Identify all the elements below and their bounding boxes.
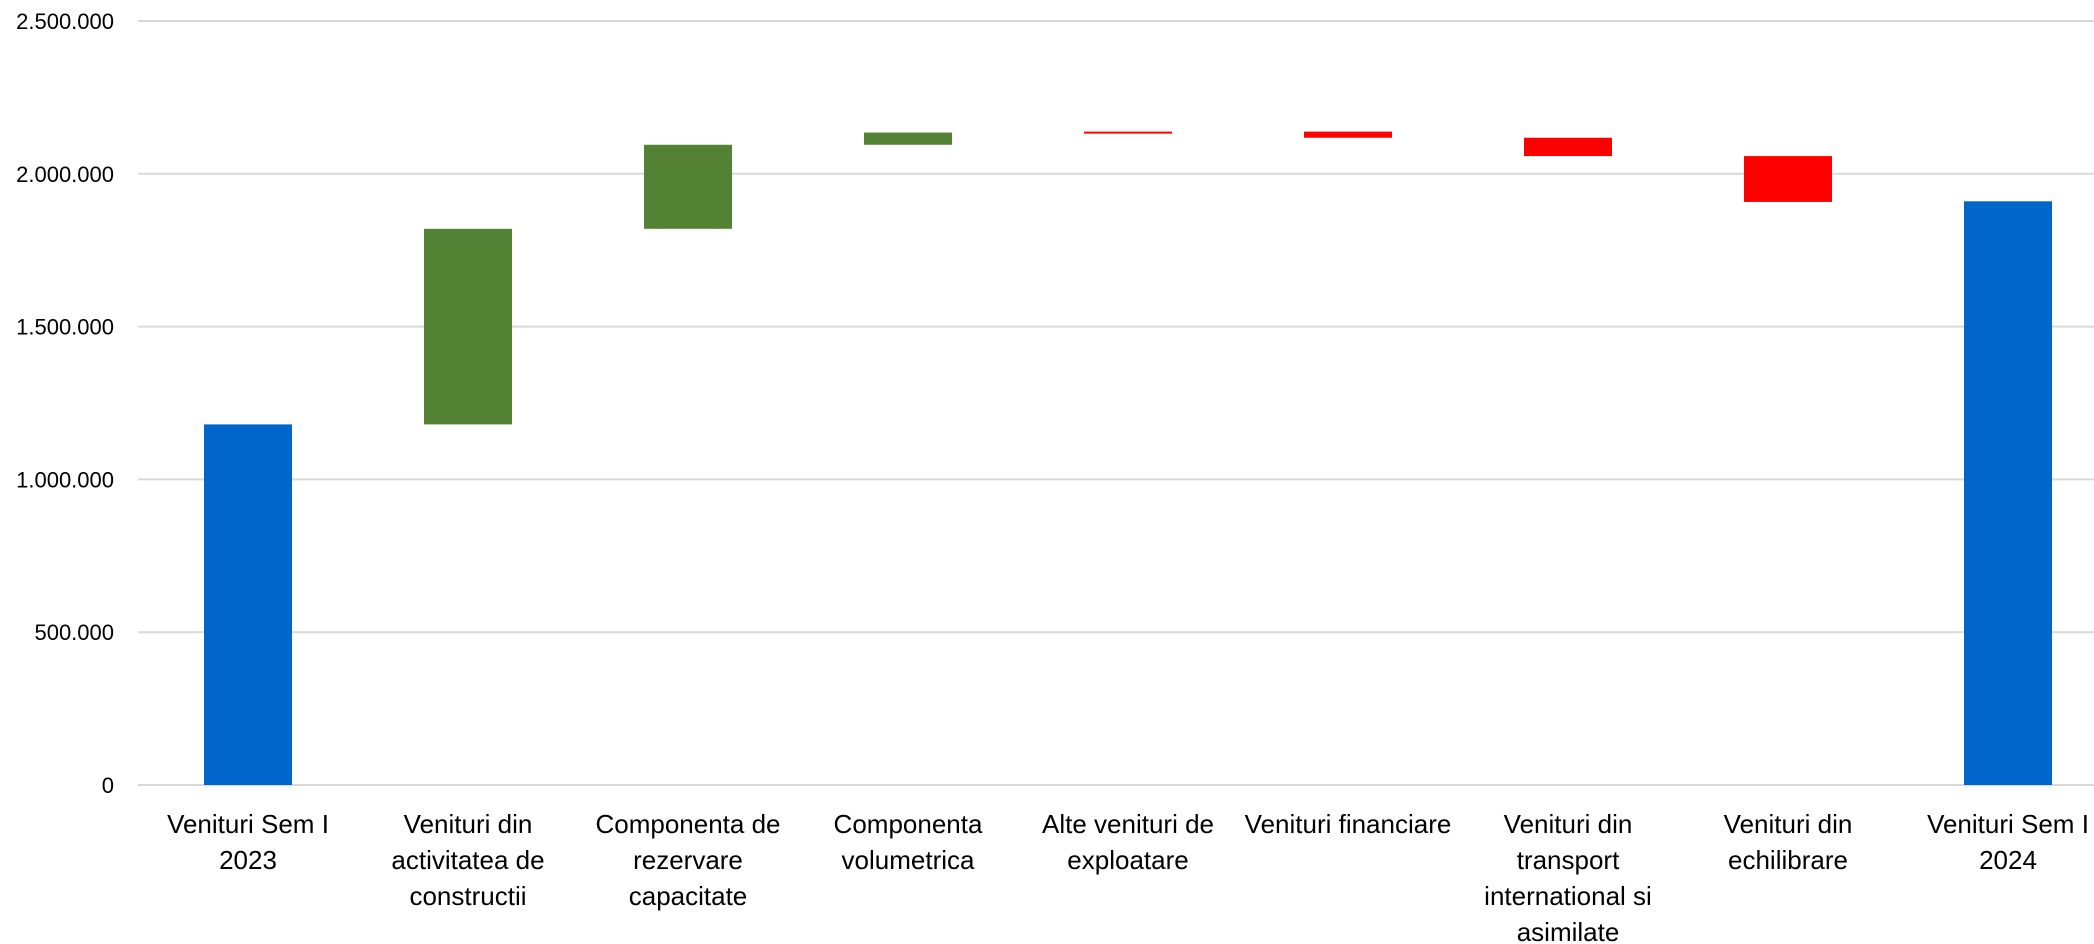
bar-total — [1964, 201, 2052, 785]
y-tick-label: 0 — [102, 773, 114, 798]
x-category-label-line: exploatare — [1067, 845, 1188, 875]
bar-total — [204, 424, 292, 785]
bar-decrease — [1524, 137, 1612, 157]
x-category-label-line: Alte venituri de — [1042, 809, 1214, 839]
bars — [204, 131, 2052, 785]
bar-decrease — [1084, 131, 1172, 134]
x-category-label: Venituri Sem I 2023 — [167, 809, 329, 875]
x-category-label-line: international si — [1484, 881, 1652, 911]
bar-decrease — [1304, 131, 1392, 138]
y-tick-label: 1.000.000 — [16, 467, 114, 492]
x-category-label-line: Venituri din — [1504, 809, 1633, 839]
y-tick-label: 1.500.000 — [16, 315, 114, 340]
y-tick-label: 2.000.000 — [16, 162, 114, 187]
x-category-label-line: rezervare — [633, 845, 743, 875]
x-category-label-line: Componenta de — [595, 809, 780, 839]
x-category-label: Venituri din echilibrare — [1724, 809, 1853, 875]
y-axis-tick-labels: 0 500.000 1.000.000 1.500.000 2.000.000 2.500… — [16, 9, 114, 798]
x-category-label: Componenta volumetrica — [834, 809, 983, 875]
x-category-label-line: Venituri Sem I — [1927, 809, 2089, 839]
x-category-label-line: Componenta — [834, 809, 983, 839]
x-category-label-line: volumetrica — [842, 845, 975, 875]
x-category-label-line: Venituri financiare — [1245, 809, 1452, 839]
x-category-label-line: capacitate — [629, 881, 748, 911]
x-category-label: Venituri din transport international si asi… — [1484, 809, 1652, 944]
x-category-label-line: constructii — [409, 881, 526, 911]
x-category-label-line: transport — [1517, 845, 1620, 875]
x-category-label-line: echilibrare — [1728, 845, 1848, 875]
x-category-label-line: activitatea de — [391, 845, 544, 875]
y-tick-label: 2.500.000 — [16, 9, 114, 34]
x-category-label-line: Venituri Sem I — [167, 809, 329, 839]
bar-increase — [424, 228, 512, 425]
bar-increase — [864, 132, 952, 145]
x-category-label-line: 2023 — [219, 845, 277, 875]
x-category-label: Componenta de rezervare capacitate — [595, 809, 780, 911]
bar-decrease — [1744, 156, 1832, 202]
x-category-label: Alte venituri de exploatare — [1042, 809, 1214, 875]
x-category-label-line: asimilate — [1517, 917, 1620, 944]
x-category-label-line: Venituri din — [1724, 809, 1853, 839]
x-category-label-line: Venituri din — [404, 809, 533, 839]
x-axis-category-labels: Venituri Sem I 2023 Venituri din activitate… — [167, 809, 2089, 944]
bar-increase — [644, 144, 732, 229]
x-category-label-line: 2024 — [1979, 845, 2037, 875]
x-category-label: Venituri financiare — [1245, 809, 1452, 839]
x-category-label: Venituri Sem I 2024 — [1927, 809, 2089, 875]
x-category-label: Venituri din activitatea de constructii — [391, 809, 544, 911]
y-tick-label: 500.000 — [34, 620, 114, 645]
